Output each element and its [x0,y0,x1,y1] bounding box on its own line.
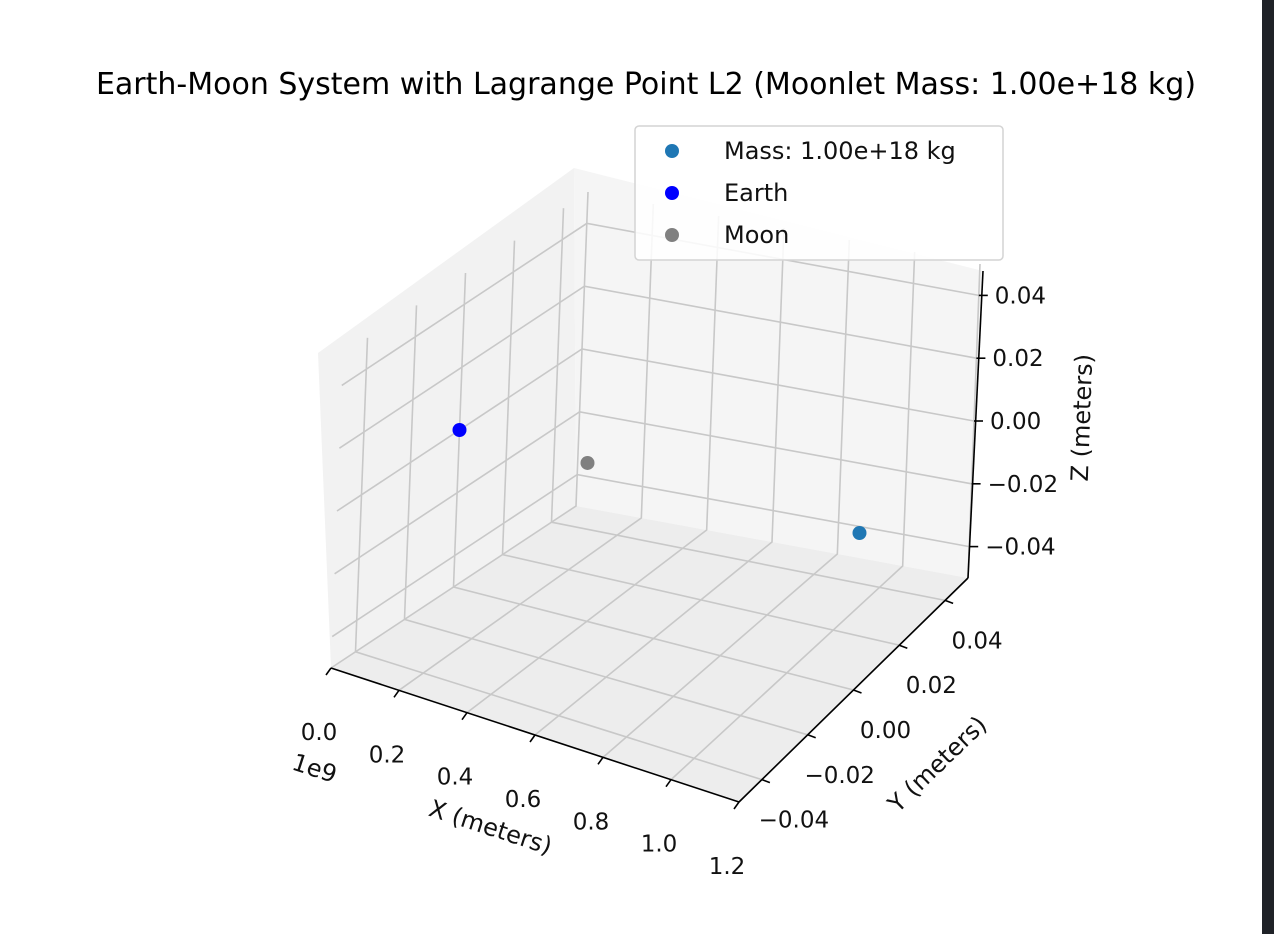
pane-floor [331,506,968,802]
legend-marker [665,186,679,200]
y-tick-label: −0.02 [804,763,874,789]
x-axis-offset-text: 1e9 [289,748,341,789]
grid-line-z [338,285,977,449]
grid-line-y [354,337,763,781]
x-tick-mark [733,801,740,810]
legend: Mass: 1.00e+18 kg Earth Moon [634,125,1004,261]
grid-line-x [670,251,916,781]
z-axis-line [967,270,984,579]
x-tick-label: 0.4 [437,765,474,791]
data-point [580,455,595,470]
data-points [452,423,867,540]
ticks: 0.0 0.2 0.4 0.6 0.8 1.0 1.2 −0.04 −0.02 0.00 0.02 0… [301,283,1058,880]
y-tick-mark [807,734,816,739]
y-tick-mark [899,644,908,649]
data-point [452,423,467,437]
legend-label: Mass: 1.00e+18 kg [724,137,956,165]
grid-lines [330,191,981,803]
y-tick-label: −0.04 [759,808,829,834]
z-tick-label: 0.04 [995,283,1046,309]
y-tick-mark [761,778,771,784]
grid-line-z [331,473,970,638]
data-point [852,526,867,540]
x-tick-label: 0.2 [369,742,406,768]
x-tick-mark [665,779,672,788]
x-tick-label: 0.6 [505,787,542,813]
x-tick-mark [393,689,400,698]
x-tick-mark [461,712,468,721]
legend-label: Earth [724,179,788,207]
grid-line-x [534,227,785,736]
grid-line-x [466,215,720,714]
window-edge [1262,0,1274,934]
x-tick-label: 0.0 [301,720,338,746]
grid-line-z [334,410,972,575]
grid-line-z [336,348,975,512]
z-tick-label: −0.04 [985,535,1055,561]
chart-title: Earth-Moon System with Lagrange Point L2… [96,67,1196,102]
y-tick-label: 0.00 [860,718,911,744]
y-tick-label: 0.02 [906,673,957,699]
z-tick-label: 0.00 [990,409,1041,435]
legend-box [634,125,1004,261]
grid-line-y [550,208,946,602]
y-tick-label: 0.04 [951,628,1002,654]
x-tick-mark [529,734,536,743]
z-axis-label: Z (meters) [1066,354,1098,482]
legend-label: Moon [724,221,789,249]
x-tick-label: 1.2 [709,854,746,880]
grid-line-y [501,240,900,646]
grid-line-z [341,222,979,387]
x-tick-mark [597,756,604,765]
grid-line-x [602,239,851,758]
grid-line-x [398,203,655,691]
x-tick-mark [325,667,332,676]
grid-line-y [403,305,808,736]
y-tick-mark [853,689,862,694]
z-tick-label: −0.02 [988,472,1058,498]
x-tick-label: 0.8 [573,809,610,835]
legend-marker [665,144,679,158]
grid-line-x [330,191,589,669]
legend-marker [665,228,679,242]
grid-line-y [452,272,854,691]
x-tick-label: 1.0 [641,832,678,858]
y-tick-mark [944,599,954,605]
z-tick-label: 0.02 [992,346,1043,372]
